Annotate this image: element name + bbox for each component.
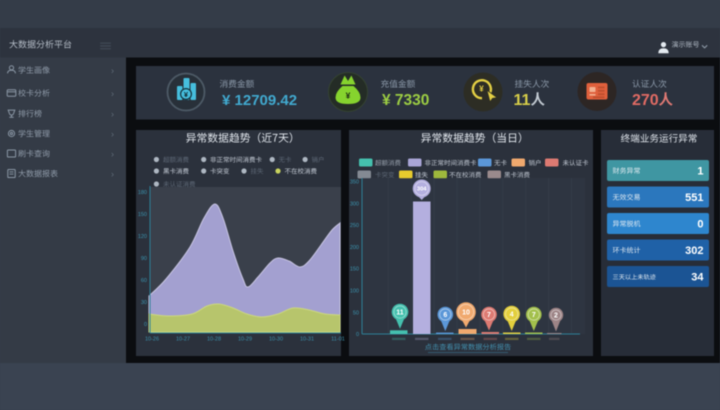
- svg-text:1: 1: [697, 166, 703, 178]
- svg-text:302: 302: [685, 245, 703, 257]
- svg-text:551: 551: [685, 192, 703, 204]
- svg-text:7: 7: [487, 312, 491, 319]
- svg-text:10-28: 10-28: [207, 337, 221, 343]
- svg-text:›: ›: [111, 169, 114, 179]
- svg-text:34: 34: [691, 272, 704, 284]
- svg-text:200: 200: [350, 245, 359, 251]
- svg-text:¥: ¥: [479, 85, 484, 94]
- svg-text:30: 30: [141, 300, 147, 306]
- svg-text:300: 300: [350, 201, 359, 207]
- svg-text:›: ›: [111, 109, 114, 119]
- svg-text:¥ 12709.42: ¥ 12709.42: [222, 92, 297, 109]
- svg-text:6: 6: [443, 312, 447, 319]
- svg-text:150: 150: [138, 212, 147, 218]
- svg-text:10-30: 10-30: [269, 337, 283, 343]
- svg-text:100: 100: [350, 289, 359, 295]
- svg-text:0: 0: [144, 322, 147, 328]
- svg-text:4: 4: [510, 312, 514, 319]
- svg-text:180: 180: [138, 190, 147, 196]
- svg-text:10-26: 10-26: [145, 337, 159, 343]
- svg-text:10-31: 10-31: [300, 337, 314, 343]
- svg-text:10: 10: [462, 310, 470, 317]
- svg-text:11: 11: [514, 92, 531, 109]
- svg-text:120: 120: [138, 234, 147, 240]
- svg-text:270: 270: [632, 92, 659, 109]
- svg-text:11: 11: [396, 310, 404, 317]
- svg-text:50: 50: [353, 310, 359, 316]
- svg-text:10-27: 10-27: [176, 337, 190, 343]
- svg-text:›: ›: [111, 65, 114, 75]
- svg-text:0: 0: [356, 332, 359, 338]
- svg-text:90: 90: [141, 256, 147, 262]
- svg-text:250: 250: [350, 223, 359, 229]
- svg-text:¥: ¥: [184, 90, 189, 99]
- svg-text:¥ 7330: ¥ 7330: [382, 92, 429, 109]
- svg-text:350: 350: [350, 180, 359, 186]
- svg-text:›: ›: [111, 149, 114, 159]
- svg-text:2: 2: [554, 313, 558, 320]
- svg-text:10-29: 10-29: [238, 337, 252, 343]
- svg-text:¥: ¥: [346, 91, 351, 101]
- svg-text:11-01: 11-01: [331, 337, 345, 343]
- svg-text:150: 150: [350, 267, 359, 273]
- svg-text:›: ›: [111, 88, 114, 98]
- svg-text:0: 0: [697, 219, 703, 231]
- svg-text:7: 7: [532, 312, 536, 319]
- svg-text:304: 304: [417, 187, 427, 193]
- svg-text:›: ›: [111, 129, 114, 139]
- svg-text:60: 60: [141, 278, 147, 284]
